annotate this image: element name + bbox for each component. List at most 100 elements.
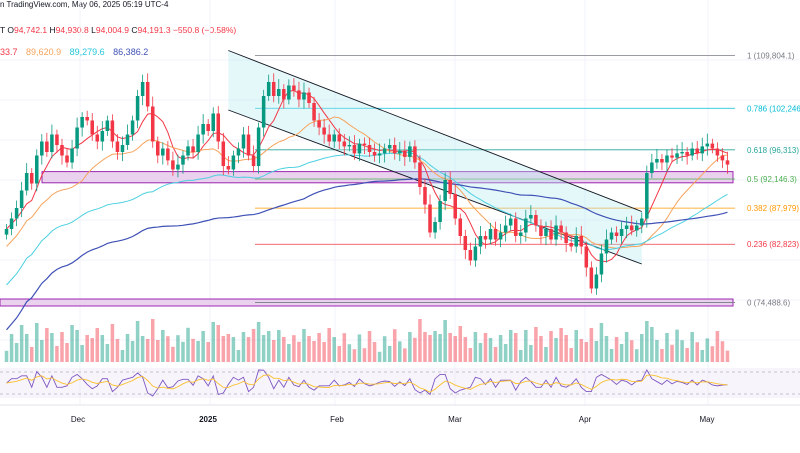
volume-bar: [196, 341, 200, 362]
volume-bar: [9, 334, 14, 362]
volume-bar: [634, 349, 639, 362]
volume-bar: [448, 333, 452, 362]
fib-level-label: 1 (109,804.1): [747, 51, 795, 60]
candle-body: [685, 152, 689, 156]
volume-bar: [559, 328, 563, 362]
candle-body: [115, 141, 120, 152]
volume-bar: [362, 348, 367, 362]
candle-body: [297, 90, 301, 100]
volume-bar: [710, 346, 715, 362]
volume-bar: [513, 333, 518, 362]
candle-body: [569, 243, 573, 247]
volume-bar: [171, 346, 175, 362]
candle-body: [322, 127, 326, 135]
x-tick-label: Apr: [579, 415, 592, 424]
candle-body: [624, 225, 629, 229]
volume-bar: [332, 337, 336, 362]
candle-body: [342, 141, 347, 147]
candle-body: [287, 85, 291, 100]
candle-body: [256, 127, 261, 166]
volume-bar: [564, 335, 568, 362]
volume-bar: [624, 332, 629, 362]
volume-bar: [544, 347, 548, 362]
volume-bar: [720, 341, 725, 362]
candle-body: [236, 148, 241, 156]
fib-level-label: 0 (74,488.6): [747, 299, 790, 308]
volume-bar: [599, 323, 604, 362]
high-label: H: [49, 25, 56, 35]
volume-bar: [680, 340, 684, 362]
candle-body: [524, 218, 528, 233]
volume-bar: [428, 335, 432, 362]
candle-body: [216, 113, 221, 142]
candle-body: [45, 141, 49, 152]
volume-bar: [508, 330, 513, 362]
ma-readout: 33.7 89,620.9 89,279.6 86,386.2: [0, 47, 154, 57]
candle-body: [493, 229, 498, 240]
open-label: O: [7, 25, 15, 35]
candle-body: [150, 106, 155, 142]
volume-bar: [347, 344, 352, 362]
volume-bar: [700, 350, 705, 362]
candle-body: [332, 134, 336, 142]
volume-bar: [75, 330, 79, 362]
volume-bar: [458, 326, 463, 362]
fib-level-label: 0.382 (87,979): [747, 204, 799, 213]
volume-bar: [403, 348, 407, 362]
volume-bar: [125, 334, 130, 362]
candlesticks: [4, 73, 730, 295]
candle-body: [408, 146, 412, 157]
fib-level-label: 0.236 (82,823): [747, 240, 799, 249]
candle-body: [231, 155, 236, 170]
high-value: 94,930.8: [55, 25, 89, 35]
candle-body: [75, 127, 79, 149]
volume-bar: [312, 341, 316, 362]
volume-bar: [433, 331, 437, 362]
change-value: −550.8 (−0.58%): [172, 25, 237, 35]
candle-body: [266, 82, 271, 96]
candle-body: [604, 239, 609, 254]
candle-body: [347, 145, 352, 147]
candle-body: [529, 215, 533, 219]
volume-bar: [115, 339, 120, 362]
volume-bar: [327, 328, 331, 362]
candle-body: [85, 117, 89, 121]
candle-body: [372, 152, 377, 156]
close-value: 94,191.3: [137, 25, 171, 35]
candle-body: [90, 120, 94, 135]
volume-bar: [715, 331, 720, 362]
volume-bar: [156, 340, 160, 362]
volume-bar: [90, 338, 94, 362]
candle-body: [277, 89, 281, 96]
volume-bar: [503, 344, 508, 362]
candle-body: [261, 96, 266, 128]
candle-body: [186, 146, 190, 156]
candle-body: [705, 143, 710, 147]
candle-body: [715, 148, 720, 156]
candle-body: [130, 120, 135, 135]
volume-bar: [438, 334, 442, 362]
channel-top-line: [228, 50, 642, 212]
candle-body: [549, 229, 553, 240]
volume-bar: [483, 333, 488, 362]
candle-body: [458, 218, 463, 236]
volume-bar: [322, 342, 326, 362]
candle-body: [191, 146, 195, 152]
candle-body: [609, 232, 614, 240]
candle-body: [594, 274, 599, 289]
volume-bar: [206, 342, 210, 362]
candle-body: [140, 82, 145, 96]
volume-bar: [594, 341, 599, 362]
candle-body: [670, 155, 674, 158]
candle-body: [110, 120, 115, 142]
volume-bar: [287, 344, 291, 362]
volume-bar: [261, 335, 266, 362]
volume-bar: [675, 329, 679, 362]
volume-bar: [367, 331, 372, 362]
volume-bar: [4, 350, 9, 362]
volume-bar: [135, 321, 140, 362]
candle-body: [438, 201, 442, 222]
candle-body: [473, 246, 478, 261]
volume-bar: [619, 344, 624, 362]
